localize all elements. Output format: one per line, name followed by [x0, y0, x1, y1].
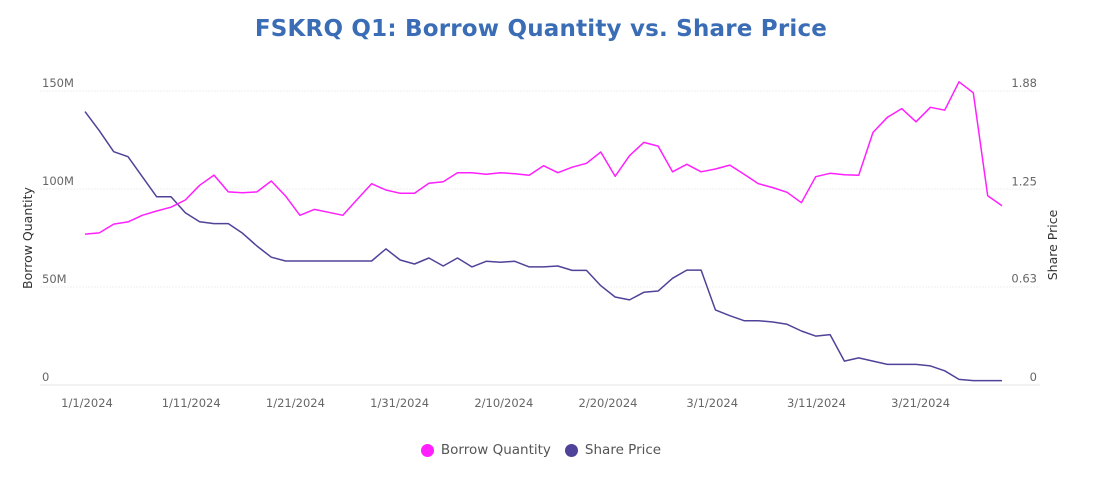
y-axis-left-title: Borrow Quantity [20, 186, 35, 288]
y-right-tick-label: 1.88 [1011, 76, 1037, 90]
x-tick-label: 1/11/2024 [162, 396, 221, 410]
y-left-tick-label: 150M [42, 76, 74, 90]
x-tick-label: 1/21/2024 [266, 396, 325, 410]
x-tick-label: 1/31/2024 [370, 396, 429, 410]
series-line-share-price [84, 111, 1002, 382]
y-right-tick-label: 0 [1030, 370, 1037, 384]
y-left-tick-label: 0 [42, 370, 49, 384]
x-tick-label: 2/10/2024 [474, 396, 533, 410]
x-tick-label: 2/20/2024 [579, 396, 638, 410]
legend-item-borrow-quantity[interactable]: Borrow Quantity [420, 442, 551, 458]
y-left-tick-label: 50M [42, 272, 67, 286]
x-tick-label: 3/1/2024 [686, 396, 738, 410]
y-right-tick-label: 1.25 [1011, 175, 1037, 189]
x-tick-label: 1/1/2024 [61, 396, 113, 410]
y-right-tick-label: 0.63 [1011, 271, 1037, 285]
x-tick-label: 3/21/2024 [891, 396, 950, 410]
legend: Borrow Quantity Share Price [0, 442, 1082, 458]
y-left-tick-label: 100M [42, 174, 74, 188]
y-axis-right-title: Share Price [1045, 209, 1060, 280]
legend-label-borrow-quantity: Borrow Quantity [440, 442, 551, 458]
legend-label-share-price: Share Price [584, 442, 662, 458]
legend-marker-share-price [564, 443, 578, 457]
series-share-price [84, 111, 1003, 382]
x-tick-label: 3/11/2024 [787, 396, 846, 410]
legend-marker-borrow-quantity [420, 443, 434, 457]
series-borrow-quantity [84, 81, 1003, 235]
series-line-borrow-quantity [84, 81, 1003, 235]
chart-title: FSKRQ Q1: Borrow Quantity vs. Share Pric… [254, 16, 828, 42]
legend-item-share-price[interactable]: Share Price [564, 442, 662, 458]
